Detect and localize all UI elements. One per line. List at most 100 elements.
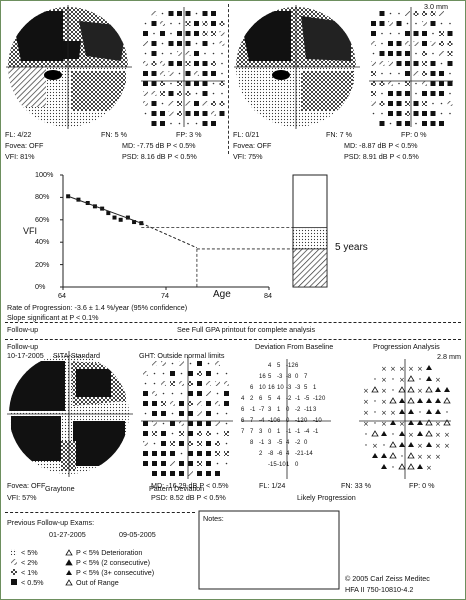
probability-symbol: [388, 41, 393, 46]
probability-symbol: [221, 62, 223, 65]
probability-symbol: [177, 11, 182, 16]
probability-symbol: [194, 61, 199, 66]
probability-symbol: [177, 111, 182, 116]
probability-symbol: [179, 361, 184, 366]
progression-dot: [392, 466, 394, 468]
probability-symbol: [194, 111, 199, 116]
probability-symbol: [211, 61, 216, 66]
probability-symbol: [422, 111, 427, 116]
vfi-data-point: [125, 215, 130, 220]
probability-symbol: [396, 61, 402, 66]
probability-symbol: [212, 52, 215, 55]
progression-x: ×: [435, 431, 441, 439]
probability-symbol: [440, 112, 443, 115]
probability-symbol: [413, 31, 419, 36]
deviation-value: 3: [268, 440, 272, 446]
deviation-value: -3: [277, 374, 283, 380]
progression-x: ×: [399, 420, 405, 428]
deviation-value: 3: [268, 407, 272, 413]
probability-symbol: [188, 451, 193, 456]
probability-symbol: [422, 51, 427, 56]
deviation-value: -1: [286, 429, 292, 435]
deviation-value: 4: [286, 440, 290, 446]
probability-symbol: [371, 81, 376, 86]
probability-symbol: [224, 431, 229, 436]
pattern-probability-followup: [143, 361, 229, 476]
prev-exam-date-2: 09-05-2005: [119, 530, 156, 539]
probability-symbol: [371, 61, 376, 66]
deviation-value: 0: [304, 440, 308, 446]
prev-exams-heading: Previous Follow-up Exams:: [7, 518, 95, 527]
probability-symbol: [152, 411, 157, 416]
probability-symbol: [144, 52, 147, 55]
probability-symbol: [195, 12, 198, 15]
probability-symbol: [440, 22, 443, 25]
probability-symbol: [388, 61, 393, 66]
probability-symbol: [171, 362, 174, 365]
probability-symbol: [447, 81, 453, 86]
probability-symbol: [202, 61, 208, 66]
probability-symbol: [188, 381, 193, 386]
probability-symbol: [432, 52, 434, 55]
progression-x: ×: [426, 453, 432, 461]
probability-symbol: [388, 51, 393, 56]
probability-symbol: [151, 51, 157, 56]
probability-symbol: [396, 101, 402, 106]
probability-symbol: [151, 81, 157, 86]
deviation-value: 0: [295, 374, 299, 380]
progression-triangle: [398, 386, 406, 393]
probability-symbol: [225, 372, 228, 375]
probability-symbol: [170, 451, 175, 456]
deviation-value: -1: [250, 407, 256, 413]
probability-symbol: [207, 362, 210, 365]
probability-symbol: [413, 61, 419, 66]
probability-symbol: [202, 71, 208, 76]
probability-symbol: [405, 111, 410, 116]
probability-symbol: [225, 462, 228, 465]
probability-symbol: [144, 412, 147, 415]
probability-symbol: [143, 71, 148, 76]
followup-fl: FL: 1/24: [259, 481, 286, 490]
probability-symbol: [143, 61, 148, 66]
progression-x: ×: [363, 387, 369, 395]
graytone-col-header: Graytone: [45, 484, 75, 493]
probability-symbol: [179, 431, 184, 436]
progression-triangle: [399, 409, 405, 414]
deviation-col-header: Deviation From Baseline: [255, 342, 334, 351]
probability-symbol: [194, 51, 199, 56]
probability-symbol: [219, 31, 225, 36]
probability-symbol: [215, 421, 220, 426]
probability-symbol: [388, 91, 393, 96]
probability-symbol: [194, 71, 199, 76]
probability-symbol: [422, 21, 427, 26]
probability-symbol: [215, 361, 220, 366]
prev-exam-date-1: 01-27-2005: [49, 530, 86, 539]
progression-triangle: [407, 397, 415, 404]
probability-symbol: [372, 52, 375, 55]
probability-symbol: [170, 22, 172, 25]
deviation-value: 7: [241, 429, 245, 435]
probability-symbol: [170, 421, 175, 426]
deviation-value: -3: [286, 385, 292, 391]
deviation-value: 5: [304, 385, 308, 391]
likely-progression: Likely Progression: [297, 493, 356, 502]
deviation-value: -14: [304, 451, 313, 457]
probability-symbol: [413, 41, 419, 46]
probability-symbol: [430, 21, 436, 26]
probability-symbol: [206, 441, 211, 446]
probability-symbol: [170, 122, 172, 125]
deviation-value: -8: [268, 451, 274, 457]
probability-symbol: [396, 121, 402, 126]
probability-symbol: [185, 51, 191, 56]
probability-symbol: [216, 432, 219, 435]
probability-symbol: [215, 381, 220, 386]
pattern-probability-right: [371, 11, 453, 126]
probability-symbol: [171, 412, 174, 415]
probability-symbol: [170, 371, 175, 376]
probability-symbol: [185, 91, 191, 96]
progression-triangle: [417, 464, 423, 469]
progression-triangle: [389, 397, 397, 404]
progression-triangle: [435, 387, 441, 392]
probability-symbol: [197, 371, 202, 376]
legend-p05: < 0.5%: [21, 578, 44, 587]
